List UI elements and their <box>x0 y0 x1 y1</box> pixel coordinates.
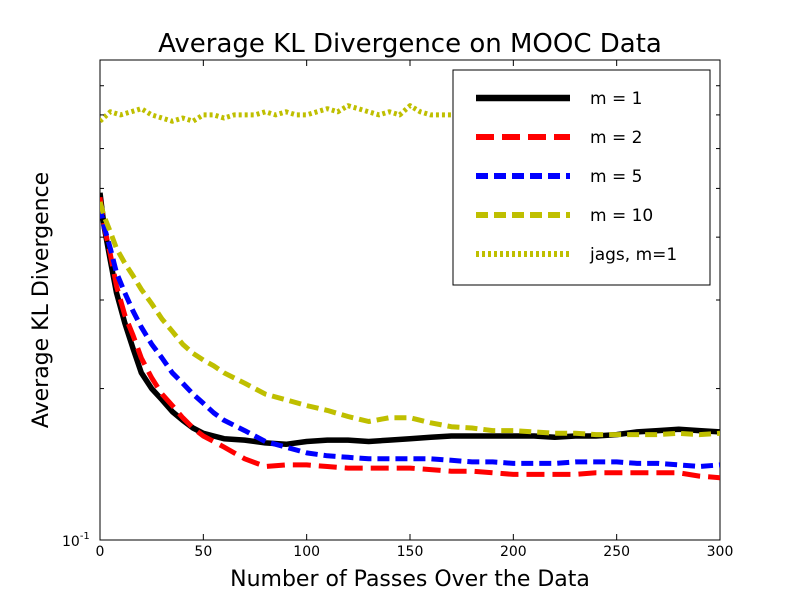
x-tick-label: 100 <box>293 544 320 560</box>
series-line-3 <box>100 206 720 469</box>
legend-items: m = 1 m = 2 m = 5 m = 10 jags, m=1 <box>476 89 677 265</box>
x-tick-label: 300 <box>707 544 734 560</box>
x-tick-label: 50 <box>194 544 212 560</box>
legend: m = 1 m = 2 m = 5 m = 10 jags, m=1 <box>452 69 711 286</box>
y-tick-exponent: -1 <box>80 531 90 542</box>
x-tick-label: 200 <box>500 544 527 560</box>
series-group <box>100 103 720 481</box>
legend-label-1: m = 1 <box>590 89 642 109</box>
x-tick-label: 150 <box>397 544 424 560</box>
series-line-2 <box>100 196 720 481</box>
series-line-4 <box>100 201 720 438</box>
legend-label-3: m = 5 <box>590 167 642 187</box>
y-major-tick-label: 10-1 <box>62 531 90 550</box>
x-axis-label: Number of Passes Over the Data <box>230 567 590 592</box>
x-tick-label: 250 <box>603 544 630 560</box>
ticks-group: 0 50 100 150 200 250 300 <box>96 59 734 560</box>
chart-title: Average KL Divergence on MOOC Data <box>158 29 662 59</box>
series-line-1 <box>100 192 720 448</box>
series-line-5 <box>100 103 452 124</box>
x-tick-label: 0 <box>96 544 105 560</box>
y-axis-label: Average KL Divergence <box>29 172 54 428</box>
legend-label-5: jags, m=1 <box>589 245 677 265</box>
legend-label-4: m = 10 <box>590 206 653 226</box>
legend-label-2: m = 2 <box>590 128 642 148</box>
